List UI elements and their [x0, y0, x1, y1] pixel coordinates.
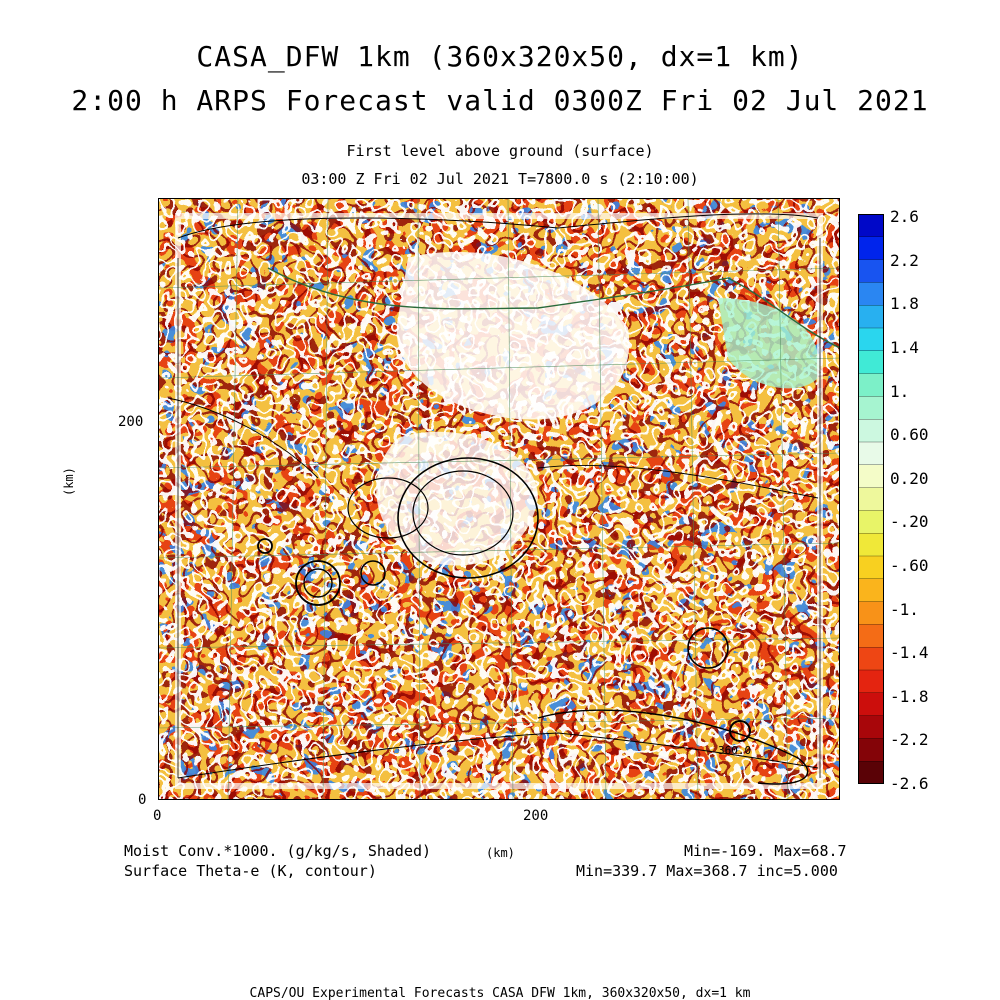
- colorbar-swatch: [858, 761, 884, 784]
- colorbar-swatch: [858, 419, 884, 443]
- y-axis-label: (km): [62, 467, 76, 496]
- colorbar-swatch: [858, 601, 884, 626]
- colorbar-frame: [858, 214, 884, 784]
- level-subtitle: First level above ground (surface): [346, 142, 654, 160]
- contour-label: 360.0: [718, 744, 751, 757]
- figure-title-line1: CASA_DFW 1km (360x320x50, dx=1 km): [196, 40, 804, 73]
- colorbar-tick-label: -2.6: [890, 774, 929, 793]
- colorbar-swatch: [858, 259, 884, 284]
- forecast-map: 360.0: [158, 198, 840, 800]
- colorbar-swatch: [858, 669, 884, 694]
- contour-field-range: Min=339.7 Max=368.7 inc=5.000: [576, 862, 838, 880]
- colorbar-swatch: [858, 715, 884, 740]
- x-axis-label: (km): [486, 846, 515, 860]
- figure-title-line2: 2:00 h ARPS Forecast valid 0300Z Fri 02 …: [71, 84, 929, 117]
- colorbar-tick-label: -1.8: [890, 686, 929, 706]
- colorbar-tick-label: 2.2: [890, 250, 919, 270]
- colorbar-swatch: [858, 236, 884, 261]
- shaded-field-name: Moist Conv.*1000. (g/kg/s, Shaded): [124, 842, 432, 860]
- colorbar-tick-label: -1.: [890, 599, 919, 619]
- storm-region-north: [396, 251, 630, 420]
- colorbar-swatch: [858, 396, 884, 420]
- colorbar-swatch: [858, 692, 884, 717]
- storm-region-central: [376, 431, 538, 566]
- colorbar-tick-label: 2.6: [890, 207, 919, 226]
- colorbar-swatch: [858, 738, 884, 762]
- colorbar-tick-label: 1.8: [890, 294, 919, 314]
- valid-time-subtitle: 03:00 Z Fri 02 Jul 2021 T=7800.0 s (2:10…: [301, 170, 699, 188]
- footer-credit: CAPS/OU Experimental Forecasts CASA DFW …: [249, 986, 751, 1000]
- plot-frame: [158, 198, 840, 800]
- colorbar-tick-label: 0.20: [890, 468, 929, 488]
- colorbar-swatch: [858, 214, 884, 238]
- colorbar-swatch: [858, 647, 884, 671]
- colorbar-tick-label: 0.60: [890, 425, 929, 445]
- contour-field-name: Surface Theta-e (K, contour): [124, 862, 377, 880]
- shaded-field-range: Min=-169. Max=68.7: [684, 842, 847, 860]
- colorbar-tick-label: 1.: [890, 381, 910, 401]
- y-tick-0: 0: [138, 792, 147, 808]
- colorbar: [858, 214, 884, 784]
- colorbar-swatch: [858, 487, 884, 512]
- colorbar-swatch: [858, 464, 884, 489]
- colorbar-tick-label: -2.2: [890, 730, 929, 750]
- x-tick-200: 200: [523, 808, 549, 824]
- x-tick-0: 0: [153, 808, 162, 824]
- colorbar-swatch: [858, 624, 884, 648]
- y-tick-200: 200: [118, 414, 144, 430]
- colorbar-swatch: [858, 578, 884, 603]
- colorbar-tick-label: -1.4: [890, 643, 929, 663]
- colorbar-tick-label: 1.4: [890, 337, 919, 357]
- colorbar-swatch: [858, 555, 884, 580]
- theta-e-contours: [167, 213, 821, 785]
- colorbar-swatch: [858, 350, 884, 375]
- colorbar-swatch: [858, 327, 884, 352]
- colorbar-tick-label: -.20: [890, 512, 929, 532]
- colorbar-swatch: [858, 510, 884, 534]
- colorbar-swatch: [858, 373, 884, 398]
- state-border: [267, 267, 840, 349]
- colorbar-tick-label: -.60: [890, 555, 929, 575]
- colorbar-swatch: [858, 305, 884, 329]
- colorbar-swatch: [858, 282, 884, 306]
- colorbar-swatch: [858, 441, 884, 466]
- colorbar-swatch: [858, 533, 884, 557]
